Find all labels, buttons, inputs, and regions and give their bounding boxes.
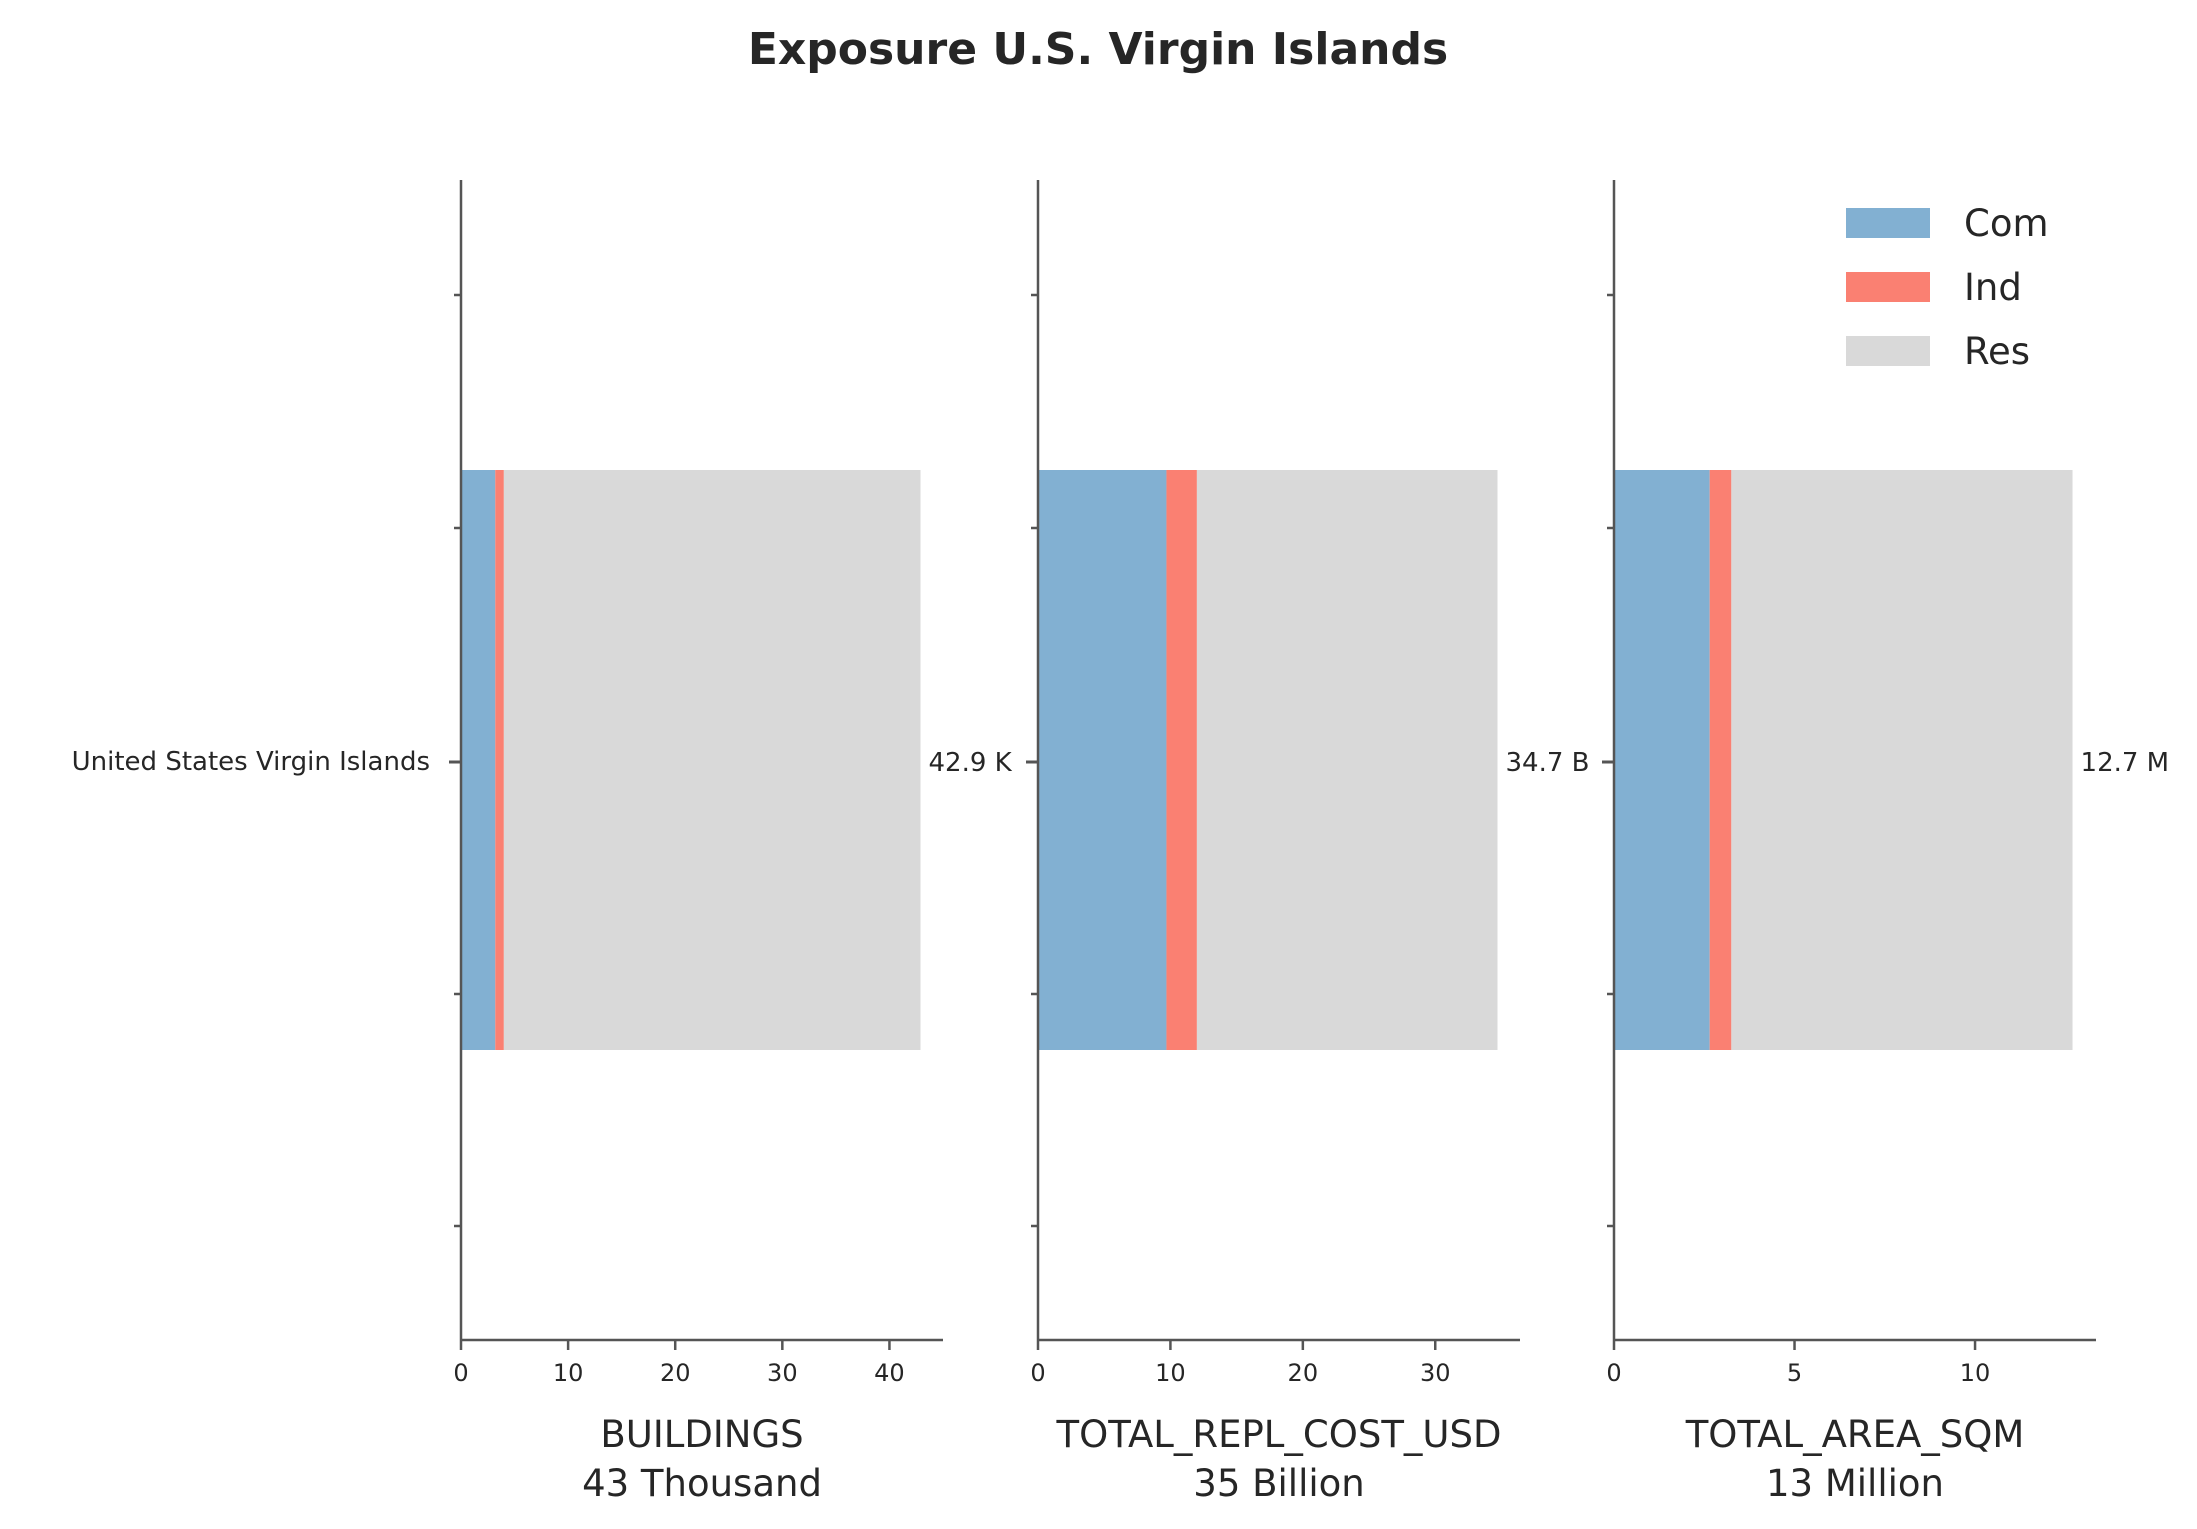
bar-com bbox=[461, 470, 496, 1050]
bar-ind bbox=[495, 470, 504, 1050]
legend-swatch-com bbox=[1846, 208, 1930, 238]
x-tick-label: 10 bbox=[1960, 1359, 1991, 1387]
bar-com bbox=[1614, 470, 1710, 1050]
total-label: 12.7 M bbox=[2081, 748, 2170, 778]
x-axis-label: TOTAL_REPL_COST_USD bbox=[1056, 1413, 1502, 1456]
x-tick-label: 40 bbox=[874, 1359, 905, 1387]
x-tick-label: 10 bbox=[1155, 1359, 1186, 1387]
x-tick-label: 0 bbox=[453, 1359, 468, 1387]
legend-swatch-res bbox=[1846, 336, 1930, 366]
x-tick-label: 30 bbox=[1420, 1359, 1451, 1387]
x-tick-label: 0 bbox=[1606, 1359, 1621, 1387]
total-label: 42.9 K bbox=[929, 748, 1013, 778]
legend-label-com: Com bbox=[1964, 202, 2049, 245]
bar-res bbox=[503, 470, 921, 1050]
legend-label-ind: Ind bbox=[1964, 266, 2022, 309]
chart-title: Exposure U.S. Virgin Islands bbox=[748, 24, 1448, 75]
x-tick-label: 20 bbox=[1288, 1359, 1319, 1387]
category-label: United States Virgin Islands bbox=[72, 747, 430, 777]
bar-com bbox=[1038, 470, 1167, 1050]
x-axis-label: TOTAL_AREA_SQM bbox=[1685, 1413, 2025, 1456]
panel-total-area-sqm: 0 5 10 12.7 M TOTAL_AREA_SQM 13 Million bbox=[1602, 180, 2169, 1505]
legend-label-res: Res bbox=[1964, 330, 2030, 373]
chart-legend: Com Ind Res bbox=[1846, 202, 2049, 373]
legend-swatch-ind bbox=[1846, 272, 1930, 302]
bar-ind bbox=[1166, 470, 1197, 1050]
x-tick-label: 0 bbox=[1030, 1359, 1045, 1387]
x-axis-sublabel: 13 Million bbox=[1766, 1462, 1944, 1505]
x-tick-label: 10 bbox=[553, 1359, 584, 1387]
x-axis-sublabel: 35 Billion bbox=[1193, 1462, 1364, 1505]
panel-total-repl-cost-usd: 0 10 20 30 34.7 B TOTAL_REPL_COST_USD 35 Billi… bbox=[1026, 180, 1589, 1505]
x-tick-label: 30 bbox=[767, 1359, 798, 1387]
bar-res bbox=[1731, 470, 2073, 1050]
total-label: 34.7 B bbox=[1505, 748, 1589, 778]
x-tick-label: 20 bbox=[660, 1359, 691, 1387]
panel-buildings: 0 10 20 30 40 42.9 K BUILDINGS 43 Thousand bbox=[449, 180, 1013, 1505]
x-axis-sublabel: 43 Thousand bbox=[582, 1462, 822, 1505]
x-tick-label: 5 bbox=[1787, 1359, 1802, 1387]
bar-ind bbox=[1709, 470, 1732, 1050]
x-axis-label: BUILDINGS bbox=[600, 1413, 803, 1456]
chart-panels: 0 10 20 30 40 42.9 K BUILDINGS 43 Thousand 0 10 20… bbox=[449, 180, 2169, 1505]
bar-res bbox=[1196, 470, 1498, 1050]
